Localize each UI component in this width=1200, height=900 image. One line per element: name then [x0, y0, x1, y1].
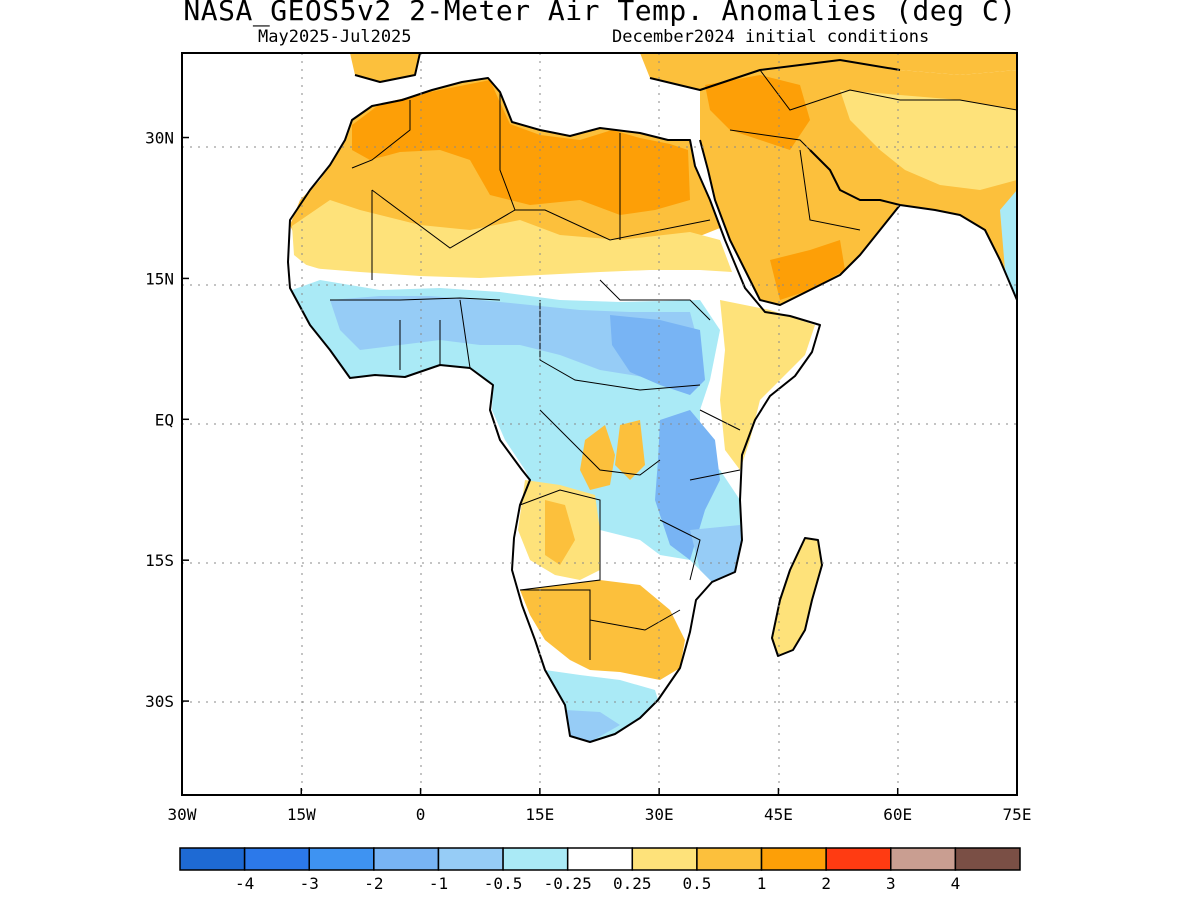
forecast-period: May2025-Jul2025	[258, 27, 412, 47]
colorbar-swatch	[631, 847, 698, 871]
colorbar-label: 0.25	[613, 874, 652, 893]
border-central	[539, 300, 701, 391]
border-west-africa	[330, 297, 501, 370]
colorbar-swatch	[502, 847, 569, 871]
border-sahara-south	[371, 189, 711, 280]
colorbar-label: 3	[886, 874, 896, 893]
anomaly-mozambique-cool	[690, 525, 742, 582]
coastlines	[287, 53, 1017, 743]
lon-tick-label: 15W	[287, 805, 316, 824]
plot-frame	[181, 52, 1018, 796]
border-sudan	[599, 279, 711, 321]
lat-tick-label: 15N	[145, 269, 174, 288]
colorbar-label: -3	[300, 874, 319, 893]
lon-tick-label: 15E	[525, 805, 554, 824]
colorbar-swatch	[243, 847, 310, 871]
anomaly-southern-africa-warm	[520, 580, 685, 680]
anomaly-levant-hot	[705, 75, 810, 150]
colorbar-swatch	[373, 847, 440, 871]
anomaly-yemen-hot	[770, 240, 845, 300]
anomaly-west-africa-cooler	[330, 296, 700, 380]
colorbar-label: -0.25	[544, 874, 592, 893]
border-congo	[539, 409, 661, 476]
africa-coastline	[287, 77, 821, 743]
anomaly-cape-cooler	[565, 710, 620, 742]
lat-tick-label: 30S	[145, 692, 174, 711]
anomaly-central-cool	[610, 315, 705, 395]
colorbar-label: -0.5	[484, 874, 523, 893]
colorbar-swatch	[954, 847, 1021, 871]
lon-tick-label: 45E	[764, 805, 793, 824]
colorbar-swatch	[890, 847, 957, 871]
lat-tick-label: 15S	[145, 551, 174, 570]
colorbar-swatch	[437, 847, 504, 871]
lon-tick-label: 30W	[168, 805, 197, 824]
gulf-coast	[809, 149, 1017, 301]
colorbar-swatch	[566, 847, 634, 871]
border-southern	[520, 589, 681, 660]
india-landmass	[1000, 190, 1017, 300]
anomaly-angola-warmer	[545, 500, 575, 565]
anomaly-sahel-light	[292, 200, 732, 278]
colorbar-label: -2	[364, 874, 383, 893]
anomaly-east-africa-warm	[720, 300, 815, 470]
border-angola	[519, 489, 601, 591]
country-borders	[330, 69, 1017, 660]
colorbar-swatch	[696, 847, 763, 871]
colorbar-swatch	[760, 847, 827, 871]
europe-landmass	[350, 53, 420, 82]
colorbar-label: -1	[429, 874, 448, 893]
madagascar-coastline	[771, 537, 823, 657]
colorbar-label: -4	[235, 874, 254, 893]
europe-coast	[354, 53, 421, 83]
lon-tick-label: 75E	[1003, 805, 1032, 824]
map-title: NASA_GEOS5v2 2-Meter Air Temp. Anomalies…	[183, 0, 1017, 27]
border-north-africa-1	[351, 100, 411, 169]
lat-tick-label: 30N	[145, 129, 174, 148]
map-layers	[287, 53, 1017, 743]
axes: 30W 15W 0 15E 30E 45E 60E 75E 30N 15N EQ 15S 30S	[145, 129, 1031, 824]
red-sea-east-coast	[699, 139, 901, 306]
anomaly-congo-warm-2	[615, 420, 645, 480]
anomaly-shading	[290, 75, 1017, 742]
lon-tick-label: 0	[416, 805, 426, 824]
colorbar-swatch	[308, 847, 375, 871]
initial-conditions: December2024 initial conditions	[612, 27, 930, 47]
colorbar-label: 2	[821, 874, 831, 893]
anomaly-congo-warm-1	[580, 425, 615, 490]
anomaly-arabia-light	[840, 90, 1017, 190]
anomaly-sahara-hot	[352, 80, 690, 215]
lon-tick-label: 30E	[645, 805, 674, 824]
madagascar-landmass	[772, 538, 822, 656]
colorbar-label: 4	[951, 874, 961, 893]
lon-tick-label: 60E	[883, 805, 912, 824]
southeast-europe-landmass	[640, 53, 1017, 90]
lat-tick-label: EQ	[155, 410, 174, 429]
colorbar-label: 0.5	[682, 874, 711, 893]
colorbar-swatch	[179, 847, 246, 871]
grid-lines	[182, 53, 1017, 795]
border-east	[659, 409, 741, 581]
colorbar: -4 -3 -2 -1 -0.5 -0.25 0.25 0.5 1 2 3 4	[179, 847, 1021, 893]
colorbar-label: 1	[757, 874, 767, 893]
colorbar-swatch	[825, 847, 892, 871]
anomaly-great-lakes-cool	[655, 410, 720, 560]
